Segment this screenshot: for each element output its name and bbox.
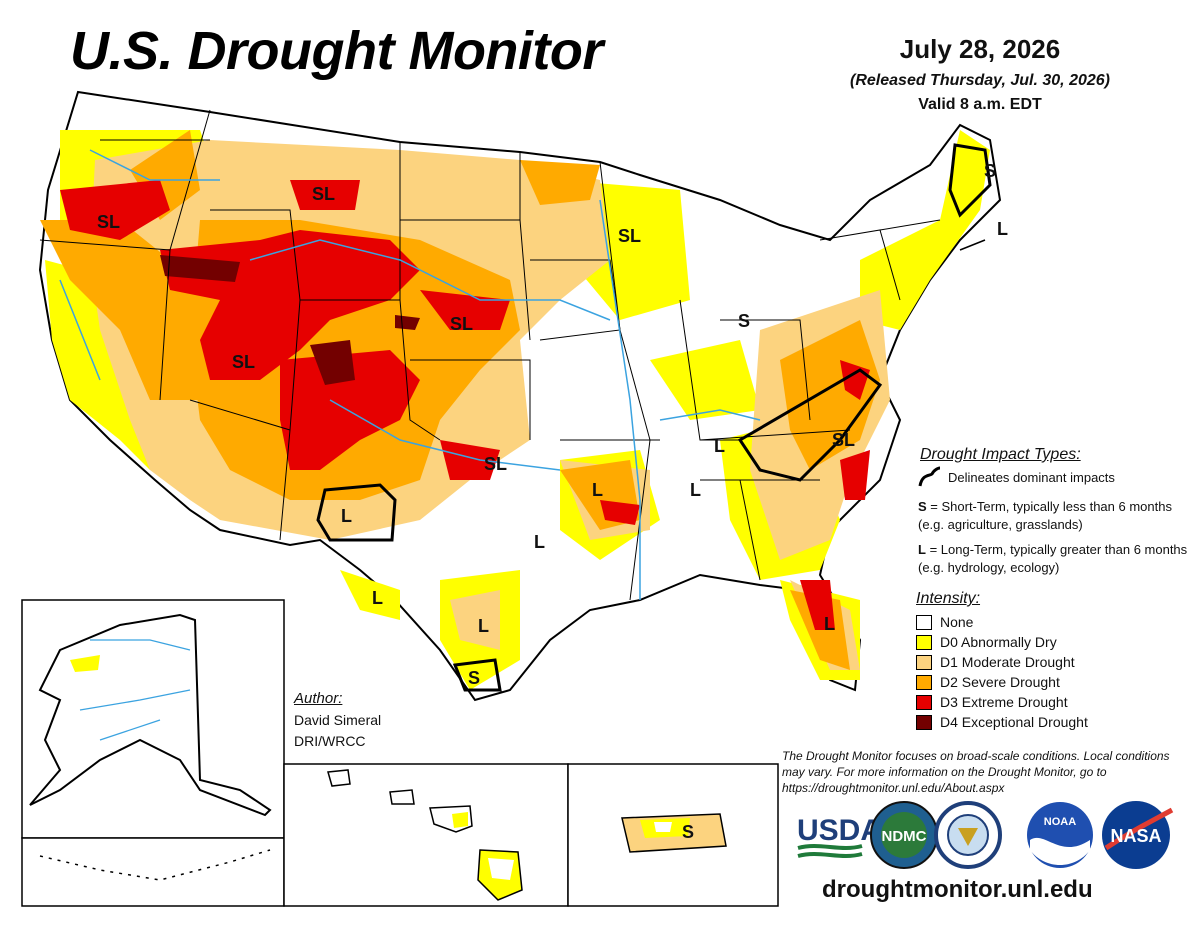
label-puerto-rico: S: [682, 822, 694, 842]
label-mississippi: L: [690, 480, 701, 500]
map-title: U.S. Drought Monitor: [70, 21, 603, 81]
rivers: [59, 149, 761, 600]
svg-text:NDMC: NDMC: [882, 828, 927, 845]
intensity-title: Intensity:: [916, 590, 981, 607]
author-name: David Simeral: [294, 712, 382, 728]
author-org: DRI/WRCC: [294, 733, 366, 749]
label-texas-coast: S: [468, 668, 480, 688]
label-new-england: L: [997, 219, 1008, 239]
label-east-texas: L: [534, 532, 545, 552]
label-oregon: SL: [97, 212, 120, 232]
label-south-texas: L: [478, 616, 489, 636]
label-oklahoma: SL: [484, 454, 507, 474]
legend-swatch: [916, 714, 932, 730]
label-wisconsin: SL: [618, 226, 641, 246]
label-florida: L: [824, 614, 835, 634]
impact-line-symbol: [918, 466, 941, 487]
legend-d3: D3 Extreme Drought: [916, 692, 1068, 712]
legend-d1: D1 Moderate Drought: [916, 652, 1075, 672]
legend-d2: D2 Severe Drought: [916, 672, 1060, 692]
label-virginia: SL: [832, 430, 855, 450]
legend-d4: D4 Exceptional Drought: [916, 712, 1088, 732]
label-tennessee: L: [714, 436, 725, 456]
label-arkansas: L: [592, 480, 603, 500]
noaa-logo: NOAA: [1027, 802, 1093, 868]
impact-long-term: L = Long-Term, typically greater than 6 …: [918, 542, 1188, 575]
svg-text:USDA: USDA: [797, 814, 882, 847]
legend-d0: D0 Abnormally Dry: [916, 632, 1057, 652]
legend-swatch: [916, 634, 932, 650]
label-new-mexico: L: [341, 506, 352, 526]
alaska-d0: [70, 655, 100, 672]
legend-swatch: [916, 694, 932, 710]
map-date: July 28, 2026: [899, 34, 1061, 64]
website-link[interactable]: droughtmonitor.unl.edu: [822, 876, 1093, 903]
ndmc-logo: NDMC: [870, 801, 938, 869]
label-michigan: S: [738, 311, 750, 331]
label-maine: S: [984, 161, 996, 181]
impact-types-title: Drought Impact Types:: [920, 446, 1081, 463]
valid-time: Valid 8 a.m. EDT: [918, 96, 1042, 113]
impact-line-label: Delineates dominant impacts: [948, 470, 1115, 485]
new-england-pointer: [959, 239, 986, 251]
release-date: (Released Thursday, Jul. 30, 2026): [850, 72, 1110, 89]
impact-short-term: S = Short-Term, typically less than 6 mo…: [918, 499, 1172, 532]
hawaii-inset: [283, 763, 569, 907]
commerce-seal: [934, 801, 1002, 869]
legend-none: None: [916, 612, 973, 632]
usda-logo: USDA: [797, 814, 882, 858]
label-montana: SL: [312, 184, 335, 204]
svg-text:NOAA: NOAA: [1044, 816, 1076, 828]
legend-swatch: [916, 654, 932, 670]
aleutians-inset: [21, 837, 285, 907]
label-utah: SL: [232, 352, 255, 372]
nasa-logo: NASA: [1102, 801, 1174, 869]
label-west-texas: L: [372, 588, 383, 608]
author-title: Author:: [294, 690, 343, 707]
impact-outlines: [316, 143, 992, 692]
legend-swatch: [916, 614, 932, 630]
label-nebraska: SL: [450, 314, 473, 334]
disclaimer-text: The Drought Monitor focuses on broad-sca…: [782, 749, 1170, 795]
svg-text:NASA: NASA: [1110, 826, 1161, 846]
legend-swatch: [916, 674, 932, 690]
